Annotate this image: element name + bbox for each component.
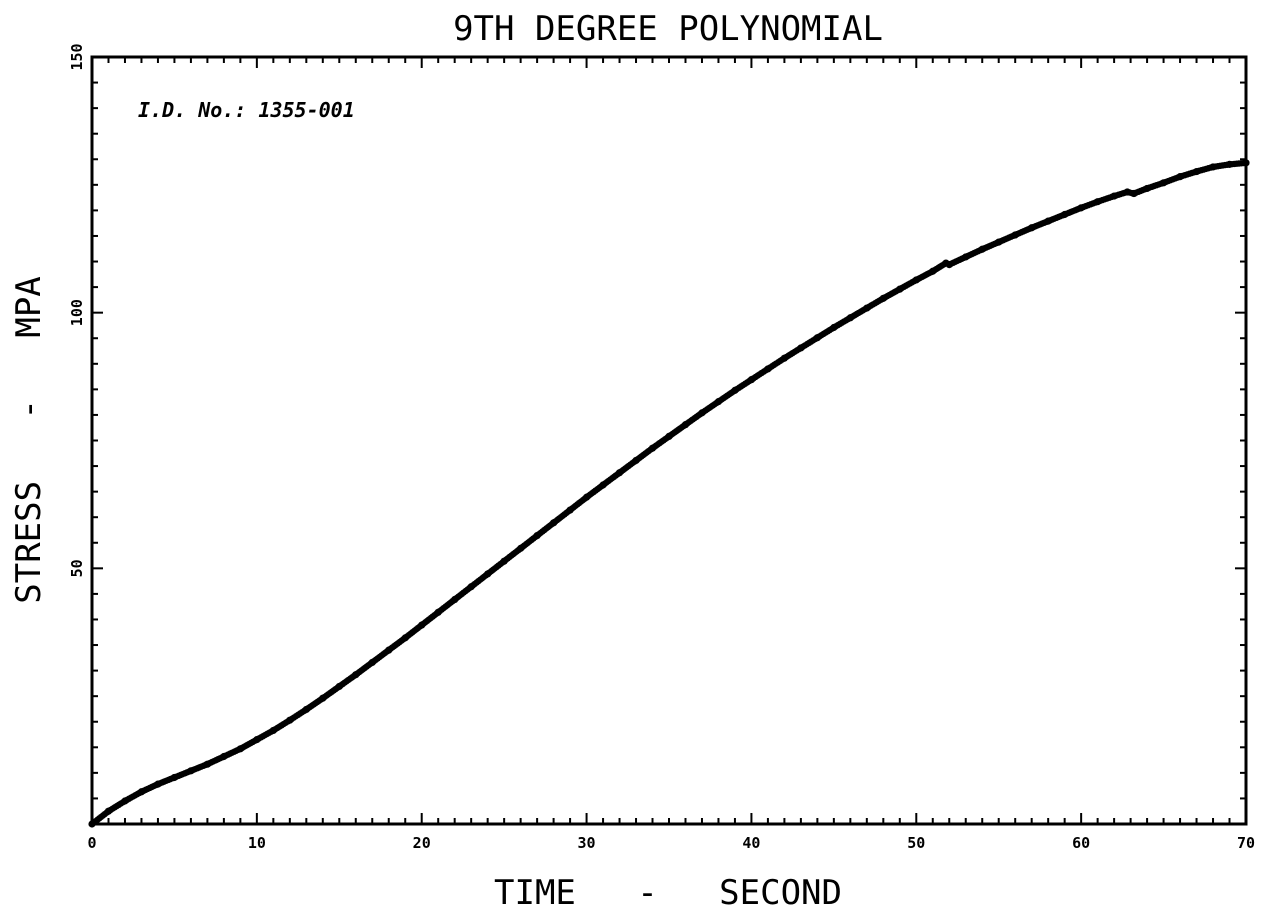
x-axis-label: TIME - SECOND <box>494 873 842 912</box>
x-tick-label: 20 <box>413 834 431 852</box>
tick-labels: 0 10 20 30 40 50 60 70 50 100 150 <box>68 43 1255 852</box>
data-point <box>1242 159 1250 167</box>
y-axis-label: STRESS - MPA <box>9 276 49 604</box>
x-tick-label: 10 <box>248 834 266 852</box>
x-tick-label: 30 <box>578 834 596 852</box>
x-tick-label: 0 <box>87 834 96 852</box>
data-series <box>88 159 1250 828</box>
x-tick-label: 60 <box>1072 834 1090 852</box>
y-tick-label: 50 <box>68 559 86 577</box>
y-tick-label: 100 <box>68 299 86 326</box>
plot-frame <box>90 55 1248 826</box>
x-tick-label: 40 <box>742 834 760 852</box>
x-tick-label: 70 <box>1237 834 1255 852</box>
id-annotation: I.D. No.: 1355-001 <box>138 98 355 122</box>
axis-ticks <box>91 56 1247 825</box>
chart-title: 9TH DEGREE POLYNOMIAL <box>453 9 883 49</box>
y-tick-label: 150 <box>68 43 86 70</box>
x-tick-label: 50 <box>907 834 925 852</box>
